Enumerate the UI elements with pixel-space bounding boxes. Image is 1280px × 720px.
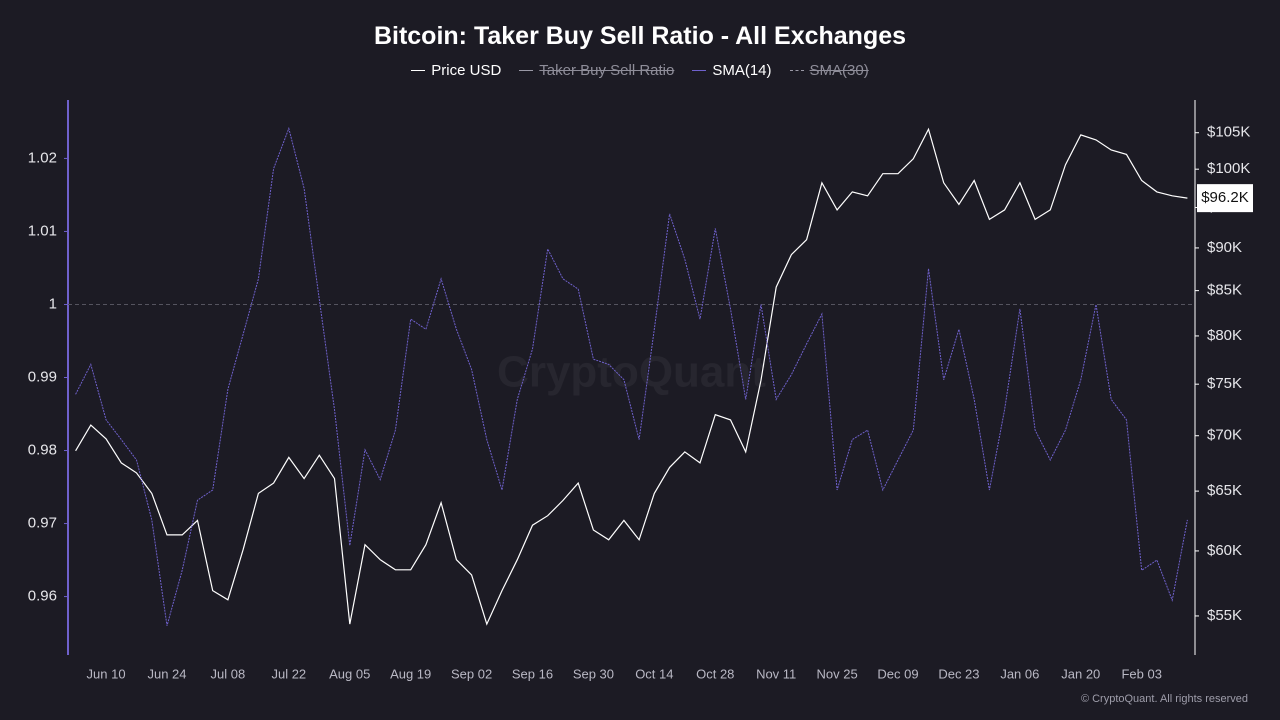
y-tick-label: 1.01 bbox=[28, 222, 57, 239]
legend-label: Price USD bbox=[431, 62, 502, 79]
y2-tick-label: $85K bbox=[1207, 282, 1242, 299]
y-tick-label: 1 bbox=[49, 295, 57, 312]
legend-swatch bbox=[519, 70, 534, 71]
y2-tick-label: $60K bbox=[1207, 542, 1242, 559]
watermark: CryptoQuant bbox=[497, 348, 766, 397]
x-tick-label: Feb 03 bbox=[1121, 666, 1161, 681]
legend-swatch bbox=[411, 70, 426, 71]
x-tick-label: Sep 16 bbox=[512, 666, 553, 681]
x-tick-label: Jun 24 bbox=[147, 666, 186, 681]
y2-tick-label: $105K bbox=[1207, 124, 1250, 141]
x-tick-label: Dec 23 bbox=[938, 666, 979, 681]
legend-swatch bbox=[692, 70, 707, 71]
legend-item[interactable]: SMA(30) bbox=[789, 62, 869, 79]
legend-item[interactable]: SMA(14) bbox=[692, 62, 772, 79]
series-line bbox=[75, 127, 1188, 626]
legend-label: Taker Buy Sell Ratio bbox=[539, 62, 675, 79]
legend-item[interactable]: Price USD bbox=[411, 62, 501, 79]
x-tick-label: Sep 02 bbox=[451, 666, 492, 681]
y2-tick-label: $90K bbox=[1207, 239, 1242, 256]
chart-title: Bitcoin: Taker Buy Sell Ratio - All Exch… bbox=[373, 22, 907, 50]
y2-tick-label: $100K bbox=[1207, 160, 1250, 177]
last-value-badge bbox=[1197, 184, 1253, 213]
x-tick-label: Jan 06 bbox=[1000, 666, 1039, 681]
last-value-label: $96.2K bbox=[1201, 189, 1249, 206]
y-tick-label: 0.96 bbox=[28, 588, 57, 605]
x-tick-label: Jul 22 bbox=[271, 666, 306, 681]
y2-tick-label: $65K bbox=[1207, 482, 1242, 499]
y-tick-label: 1.02 bbox=[28, 149, 57, 166]
legend-item[interactable]: Taker Buy Sell Ratio bbox=[519, 62, 674, 79]
legend: Price USD Taker Buy Sell Ratio SMA(14) SMA(… bbox=[0, 62, 1280, 79]
x-tick-label: Oct 14 bbox=[635, 666, 673, 681]
y-tick-label: 0.98 bbox=[28, 441, 57, 458]
x-tick-label: Jul 08 bbox=[211, 666, 246, 681]
legend-label: SMA(30) bbox=[809, 62, 869, 79]
x-tick-label: Nov 11 bbox=[756, 666, 796, 681]
footer: © CryptoQuant. All rights reserved bbox=[1081, 693, 1248, 705]
legend-label: SMA(14) bbox=[712, 62, 772, 79]
x-tick-label: Sep 30 bbox=[573, 666, 614, 681]
y-tick-label: 0.99 bbox=[28, 368, 57, 385]
y2-tick-label: $70K bbox=[1207, 427, 1242, 444]
legend-swatch bbox=[789, 70, 804, 71]
y-tick-label: 0.97 bbox=[28, 515, 57, 532]
x-tick-label: Dec 09 bbox=[877, 666, 918, 681]
y2-tick-label: $80K bbox=[1207, 327, 1242, 344]
x-tick-label: Nov 25 bbox=[816, 666, 857, 681]
y2-tick-label: $75K bbox=[1207, 375, 1242, 392]
y2-tick-label: $55K bbox=[1207, 607, 1242, 624]
x-tick-label: Aug 19 bbox=[390, 666, 431, 681]
x-tick-label: Jan 20 bbox=[1061, 666, 1100, 681]
series-line bbox=[75, 126, 1188, 626]
x-tick-label: Oct 28 bbox=[696, 666, 734, 681]
x-tick-label: Aug 05 bbox=[329, 666, 370, 681]
x-tick-label: Jun 10 bbox=[87, 666, 126, 681]
